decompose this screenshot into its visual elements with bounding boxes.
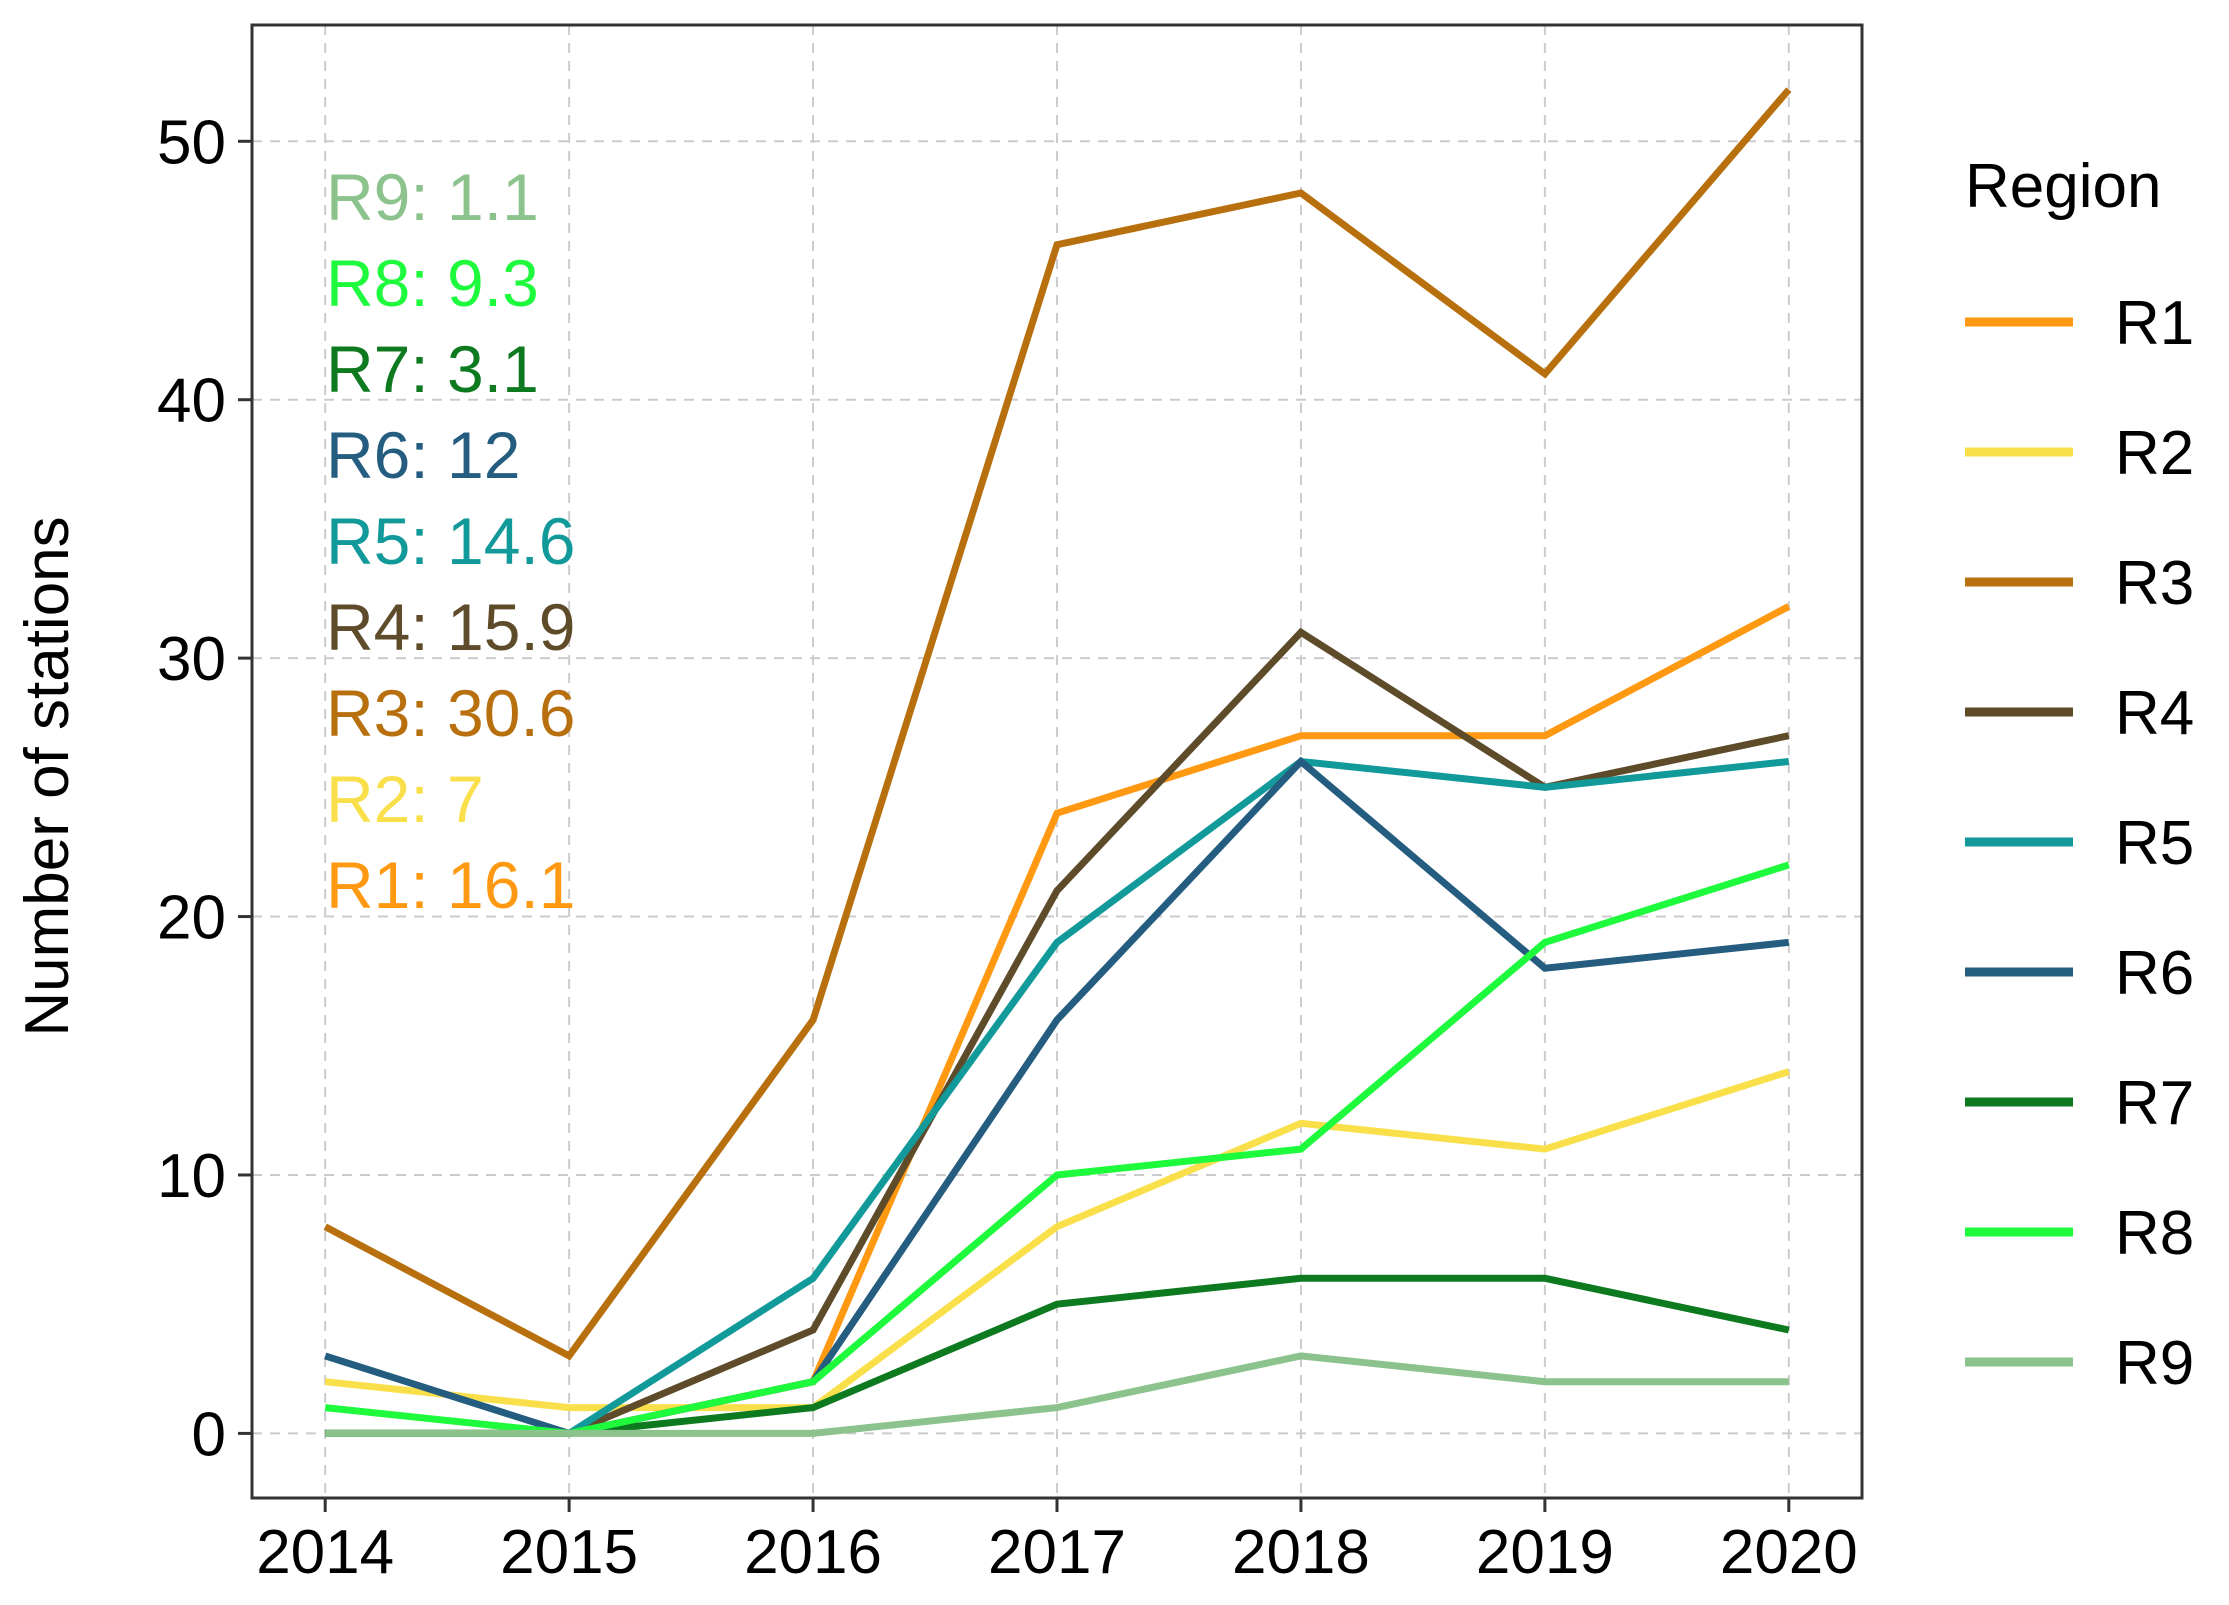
- legend-label-r3: R3: [2115, 549, 2194, 618]
- legend: Region R1 R2 R3 R4 R5 R6 R7 R8 R9: [1965, 152, 2194, 1398]
- annotation-r9: R9: 1.1: [326, 160, 539, 234]
- annotation-r2: R2: 7: [326, 762, 484, 836]
- x-tick-label: 2015: [500, 1518, 638, 1587]
- series-line-r3: [323, 87, 1792, 1361]
- series-line-r2: [324, 1068, 1790, 1412]
- annotation-r8: R8: 9.3: [326, 246, 539, 320]
- annotation-r6: R6: 12: [326, 418, 520, 492]
- series-annotations: R9: 1.1 R8: 9.3 R7: 3.1 R6: 12 R5: 14.6 R4: 1…: [326, 160, 576, 922]
- annotation-r3: R3: 30.6: [326, 676, 576, 750]
- x-tick-label: 2014: [256, 1518, 394, 1587]
- legend-label-r7: R7: [2115, 1069, 2194, 1138]
- legend-label-r6: R6: [2115, 939, 2194, 1008]
- x-tick-label: 2017: [988, 1518, 1126, 1587]
- y-tick-label: 30: [157, 625, 226, 694]
- legend-label-r5: R5: [2115, 809, 2194, 878]
- annotation-r7: R7: 3.1: [326, 332, 539, 406]
- x-tick-label: 2020: [1720, 1518, 1858, 1587]
- x-axis: 2014 2015 2016 2017 2018 2019 2020: [256, 1498, 1858, 1587]
- x-tick-label: 2018: [1232, 1518, 1370, 1587]
- annotation-r1: R1: 16.1: [326, 848, 576, 922]
- y-tick-label: 10: [157, 1142, 226, 1211]
- x-tick-label: 2016: [744, 1518, 882, 1587]
- series-lines: [323, 87, 1792, 1438]
- legend-label-r1: R1: [2115, 289, 2194, 358]
- y-tick-label: 40: [157, 367, 226, 436]
- legend-label-r4: R4: [2115, 679, 2194, 748]
- legend-title: Region: [1965, 152, 2161, 221]
- legend-label-r9: R9: [2115, 1329, 2194, 1398]
- series-line-r9: [325, 1352, 1789, 1437]
- legend-label-r2: R2: [2115, 419, 2194, 488]
- y-axis: 0 10 20 30 40 50: [157, 108, 252, 1469]
- annotation-r4: R4: 15.9: [326, 590, 576, 664]
- y-tick-label: 0: [192, 1400, 226, 1469]
- grid: [252, 25, 1862, 1498]
- annotation-r5: R5: 14.6: [326, 504, 576, 578]
- y-tick-label: 20: [157, 884, 226, 953]
- y-tick-label: 50: [157, 108, 226, 177]
- x-tick-label: 2019: [1476, 1518, 1614, 1587]
- legend-label-r8: R8: [2115, 1199, 2194, 1268]
- y-axis-title: Number of stations: [13, 516, 82, 1036]
